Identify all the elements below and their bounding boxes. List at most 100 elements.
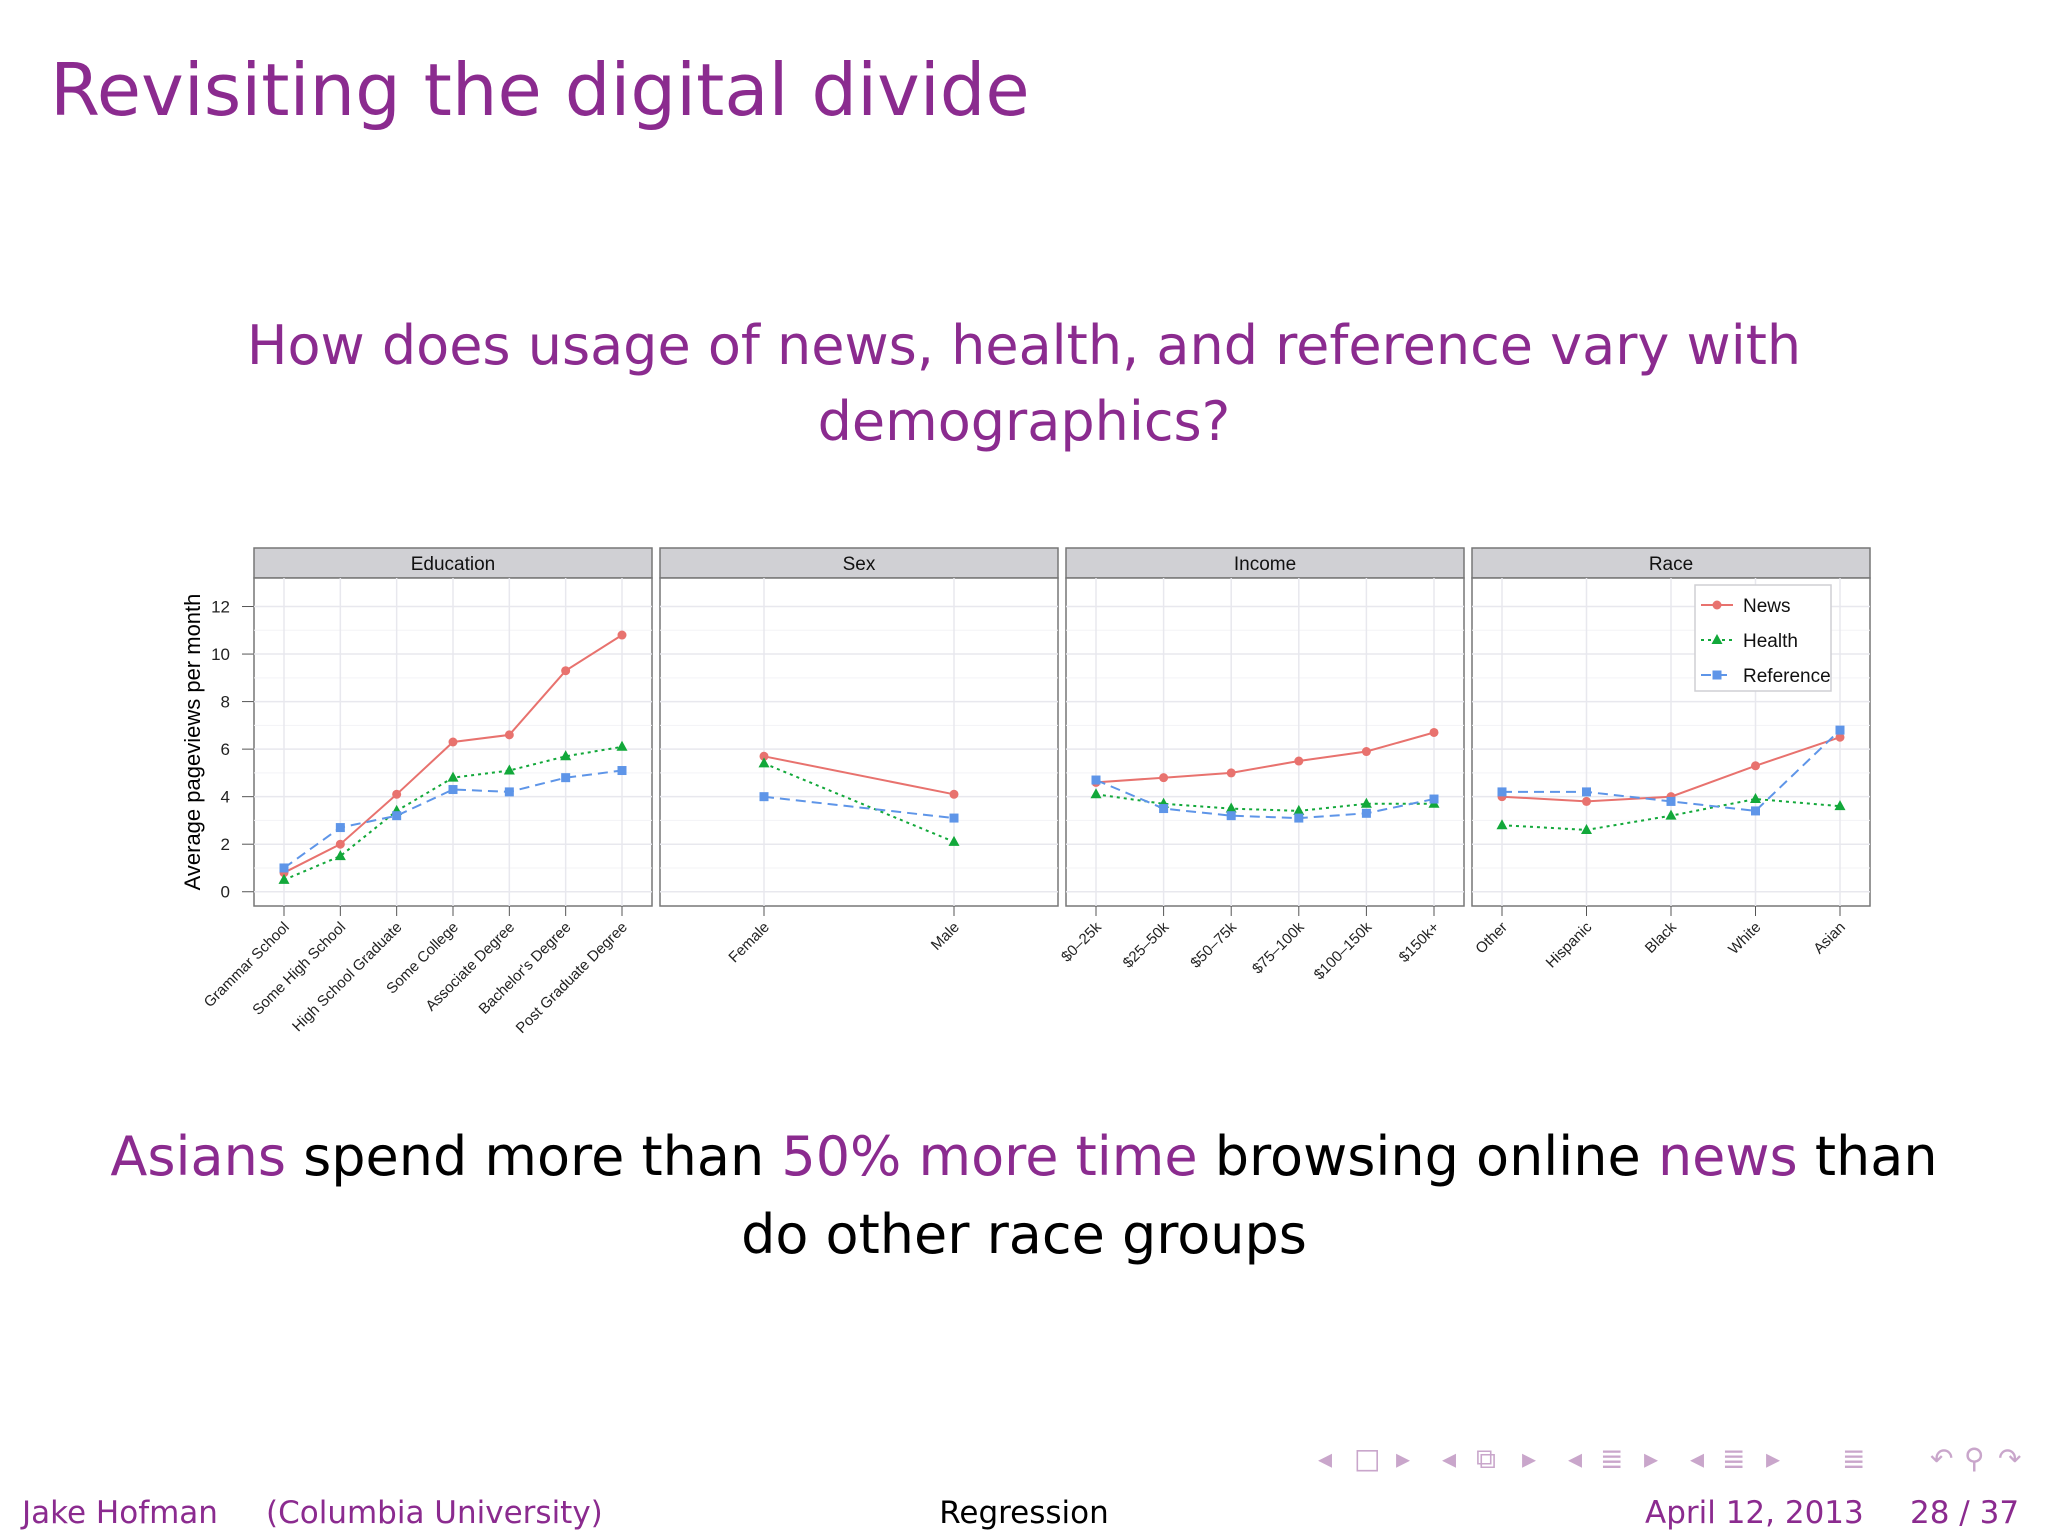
point-sex-news-0 bbox=[759, 751, 769, 761]
point-education-news-6 bbox=[617, 630, 627, 640]
conclusion-asians: Asians bbox=[110, 1125, 286, 1188]
beamer-navigation-bar: ◂ □ ▸ ◂ ⧉ ▸ ◂ ≣ ▸ ◂ ≣ ▸ ≣ ↶ ⚲ ↷ bbox=[1318, 1442, 2038, 1482]
series-line-income-reference bbox=[1095, 779, 1435, 820]
nav-prev-slide-icon[interactable]: ◂ bbox=[1690, 1442, 1705, 1475]
x-tick-label-income-50-75k: $50–75k bbox=[1187, 918, 1240, 971]
nav-prev-frame-icon[interactable]: ◂ bbox=[1318, 1442, 1333, 1475]
question-line-2: demographics? bbox=[817, 390, 1231, 453]
x-tick-label-education-post-graduate-degree: Post Graduate Degree bbox=[513, 919, 631, 1037]
series-line-income-news bbox=[1095, 731, 1435, 784]
conclusion-line-1: Asians spend more than 50% more time bro… bbox=[0, 1118, 2048, 1196]
point-race-reference-2 bbox=[1666, 796, 1676, 806]
x-tick-label-income-150k: $150k+ bbox=[1396, 919, 1443, 966]
x-tick-label-income-100-150k: $100–150k bbox=[1311, 918, 1376, 983]
x-tick-label-income-0-25k: $0–25k bbox=[1058, 918, 1105, 965]
point-education-reference-5 bbox=[561, 773, 571, 783]
nav-next-frame-icon[interactable]: ▸ bbox=[1396, 1442, 1411, 1475]
footer-author: Jake Hofman bbox=[22, 1495, 218, 1531]
y-tick-label-0: 0 bbox=[221, 883, 230, 902]
panel-title-education: Education bbox=[411, 554, 496, 575]
nav-forward-icon[interactable]: ↷ bbox=[1998, 1442, 2022, 1475]
nav-next-section-icon[interactable]: ▸ bbox=[1644, 1442, 1659, 1475]
point-income-news-3 bbox=[1294, 756, 1304, 766]
panel-plot-income bbox=[1065, 577, 1465, 907]
x-tick-label-race-white: White bbox=[1725, 919, 1764, 958]
nav-section-icon[interactable]: ≣ bbox=[1600, 1442, 1624, 1475]
point-race-health-0 bbox=[1496, 819, 1508, 830]
x-tick-label-sex-female: Female bbox=[725, 919, 772, 966]
point-education-health-3 bbox=[447, 771, 459, 782]
point-education-reference-3 bbox=[448, 785, 458, 795]
nav-back-icon[interactable]: ↶ bbox=[1930, 1442, 1954, 1475]
nav-frame-icon[interactable]: □ bbox=[1354, 1442, 1381, 1475]
nav-document-icon[interactable]: ≣ bbox=[1842, 1442, 1866, 1475]
panel-strip-income bbox=[1065, 547, 1465, 579]
point-education-news-3 bbox=[448, 737, 458, 747]
point-income-reference-5 bbox=[1429, 794, 1439, 804]
slide-question: How does usage of news, health, and refe… bbox=[0, 308, 2048, 460]
point-education-news-1 bbox=[335, 839, 345, 849]
nav-search-icon[interactable]: ⚲ bbox=[1964, 1442, 1985, 1475]
point-education-reference-2 bbox=[392, 811, 402, 821]
point-education-health-6 bbox=[616, 740, 628, 751]
panel-title-income: Income bbox=[1234, 554, 1296, 575]
point-education-health-5 bbox=[560, 750, 572, 761]
point-sex-news-1 bbox=[949, 789, 959, 799]
footer-section: Regression bbox=[939, 1495, 1109, 1531]
conclusion-text-c: than bbox=[1797, 1125, 1938, 1188]
point-race-health-2 bbox=[1665, 809, 1677, 820]
point-education-reference-1 bbox=[335, 823, 345, 833]
panel-title-sex: Sex bbox=[843, 554, 876, 575]
point-income-news-1 bbox=[1159, 773, 1169, 783]
point-education-health-0 bbox=[278, 873, 290, 884]
point-race-reference-0 bbox=[1497, 787, 1507, 797]
point-education-reference-4 bbox=[504, 787, 514, 797]
footer-page-number: 28 / 37 bbox=[1910, 1495, 2020, 1531]
point-education-reference-6 bbox=[617, 766, 627, 776]
point-race-reference-1 bbox=[1582, 787, 1591, 797]
panel-strip-sex bbox=[659, 547, 1059, 579]
x-tick-label-education-high-school-graduate: High School Graduate bbox=[289, 919, 405, 1035]
faceted-line-chart: Average pageviews per month 0 2 4 6 8 10 12 Educ… bbox=[180, 547, 1871, 1037]
x-tick-label-sex-male: Male bbox=[928, 919, 963, 954]
conclusion-text-b: browsing online bbox=[1197, 1125, 1658, 1188]
point-education-health-4 bbox=[503, 764, 515, 775]
panel-title-race: Race bbox=[1649, 554, 1693, 575]
conclusion-line-2: do other race groups bbox=[741, 1203, 1307, 1266]
point-education-health-1 bbox=[334, 850, 346, 861]
x-tick-label-income-25-50k: $25–50k bbox=[1120, 918, 1173, 971]
nav-prev-section-icon[interactable]: ◂ bbox=[1568, 1442, 1583, 1475]
point-race-news-3 bbox=[1751, 761, 1760, 771]
nav-slide-icon[interactable]: ≣ bbox=[1722, 1442, 1746, 1475]
point-race-health-1 bbox=[1581, 823, 1592, 834]
y-axis-label: Average pageviews per month bbox=[180, 594, 205, 891]
point-income-news-5 bbox=[1429, 727, 1439, 737]
nav-subsection-icon[interactable]: ⧉ bbox=[1476, 1442, 1496, 1475]
panel-plot-sex bbox=[659, 577, 1059, 907]
footer-date: April 12, 2013 bbox=[1645, 1495, 1864, 1531]
legend-marker-news bbox=[1712, 600, 1722, 610]
series-line-sex-news bbox=[763, 755, 955, 796]
nav-prev-subsection-icon[interactable]: ◂ bbox=[1442, 1442, 1457, 1475]
y-tick-label-4: 4 bbox=[221, 788, 230, 807]
point-education-news-2 bbox=[392, 789, 402, 799]
point-race-health-3 bbox=[1750, 793, 1761, 804]
x-tick-label-race-other: Other bbox=[1472, 919, 1511, 958]
y-tick-label-10: 10 bbox=[211, 645, 230, 664]
slide-title: Revisiting the digital divide bbox=[50, 48, 1030, 132]
x-tick-label-income-75-100k: $75–100k bbox=[1249, 918, 1308, 977]
point-income-health-3 bbox=[1293, 804, 1305, 815]
point-race-news-1 bbox=[1582, 796, 1591, 806]
footer: Jake Hofman (Columbia University) Regres… bbox=[0, 1495, 2048, 1536]
footer-institution: (Columbia University) bbox=[266, 1495, 603, 1531]
point-income-news-4 bbox=[1361, 747, 1371, 757]
point-sex-health-0 bbox=[758, 757, 770, 768]
point-income-health-0 bbox=[1090, 788, 1102, 799]
x-tick-label-race-hispanic: Hispanic bbox=[1543, 918, 1596, 971]
y-tick-label-8: 8 bbox=[221, 693, 230, 712]
x-tick-label-race-black: Black bbox=[1642, 918, 1680, 956]
nav-next-slide-icon[interactable]: ▸ bbox=[1766, 1442, 1781, 1475]
point-income-health-4 bbox=[1360, 797, 1372, 808]
point-income-reference-2 bbox=[1226, 811, 1236, 821]
nav-next-subsection-icon[interactable]: ▸ bbox=[1522, 1442, 1537, 1475]
